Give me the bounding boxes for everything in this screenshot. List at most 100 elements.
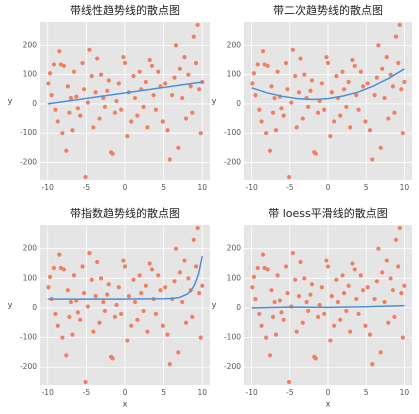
point: [173, 43, 179, 48]
point: [370, 157, 375, 162]
point: [188, 84, 193, 89]
y-axis-label: y: [212, 97, 217, 106]
point: [300, 320, 305, 325]
point: [340, 273, 345, 278]
x-tick-label: -10: [42, 388, 54, 397]
x-tick-label: -5: [286, 183, 294, 192]
point: [98, 276, 104, 281]
point: [64, 353, 69, 358]
point: [376, 43, 381, 48]
point: [265, 267, 270, 272]
trend-line: [47, 255, 204, 300]
point: [317, 302, 322, 308]
point: [386, 320, 391, 325]
point: [119, 107, 124, 112]
point: [286, 379, 292, 385]
point: [190, 314, 195, 319]
point: [129, 323, 134, 328]
y-tick-label: -200: [224, 157, 241, 166]
point: [112, 110, 118, 115]
point: [141, 308, 146, 314]
point: [290, 47, 295, 52]
point: [384, 258, 389, 263]
point: [122, 264, 128, 269]
point: [61, 63, 67, 68]
point: [156, 69, 161, 74]
trend-line: [251, 304, 405, 309]
point: [112, 314, 118, 319]
point: [89, 74, 94, 79]
point: [198, 335, 203, 340]
point: [177, 270, 182, 275]
point: [399, 291, 404, 296]
point: [293, 74, 298, 79]
point: [190, 110, 195, 115]
point: [165, 128, 170, 133]
point: [64, 148, 69, 153]
point: [332, 323, 337, 328]
point: [372, 296, 377, 302]
x-tick-label: 5: [161, 183, 166, 192]
point: [78, 113, 83, 118]
point: [281, 113, 286, 118]
point: [352, 63, 357, 68]
y-tick-label: 0: [32, 99, 37, 108]
point: [390, 84, 396, 89]
point: [329, 90, 334, 95]
point: [193, 264, 199, 269]
point: [324, 258, 329, 263]
point: [186, 72, 191, 77]
point: [114, 302, 119, 308]
point: [372, 93, 377, 98]
point: [270, 110, 276, 115]
point: [328, 338, 333, 343]
point: [158, 288, 163, 293]
point: [141, 104, 146, 109]
point: [172, 279, 177, 284]
point: [97, 116, 102, 121]
point: [363, 119, 368, 124]
point: [286, 174, 292, 180]
point: [367, 128, 373, 133]
point: [346, 283, 351, 288]
point: [380, 270, 385, 275]
point: [380, 66, 385, 71]
point: [378, 145, 383, 150]
point: [264, 335, 269, 340]
point: [160, 119, 165, 124]
point: [325, 264, 331, 269]
y-tick-label: -100: [224, 333, 241, 342]
point: [300, 116, 305, 121]
y-tick-label: 200: [227, 244, 242, 253]
point: [119, 311, 124, 316]
point: [257, 107, 262, 112]
y-tick-label: -200: [20, 362, 37, 371]
point: [313, 356, 318, 361]
point: [89, 277, 94, 282]
point: [344, 104, 349, 109]
point: [319, 81, 324, 86]
x-tick-label: 10: [197, 388, 207, 397]
point: [341, 87, 347, 92]
point: [71, 273, 77, 278]
point: [135, 317, 140, 322]
point: [277, 298, 282, 303]
point: [102, 308, 108, 314]
point: [386, 116, 391, 121]
point: [114, 98, 119, 104]
point: [322, 311, 327, 316]
point: [129, 119, 134, 124]
point: [81, 87, 87, 92]
y-tick-label: 200: [227, 40, 242, 49]
point: [308, 88, 313, 93]
point: [46, 81, 51, 86]
x-tick-label: 10: [400, 183, 410, 192]
point: [106, 78, 111, 83]
point: [251, 274, 257, 279]
point: [397, 22, 402, 28]
y-tick-label: 200: [23, 244, 38, 253]
point: [170, 93, 175, 98]
point: [306, 104, 311, 109]
y-tick-label: -100: [224, 128, 241, 137]
point: [275, 273, 280, 278]
